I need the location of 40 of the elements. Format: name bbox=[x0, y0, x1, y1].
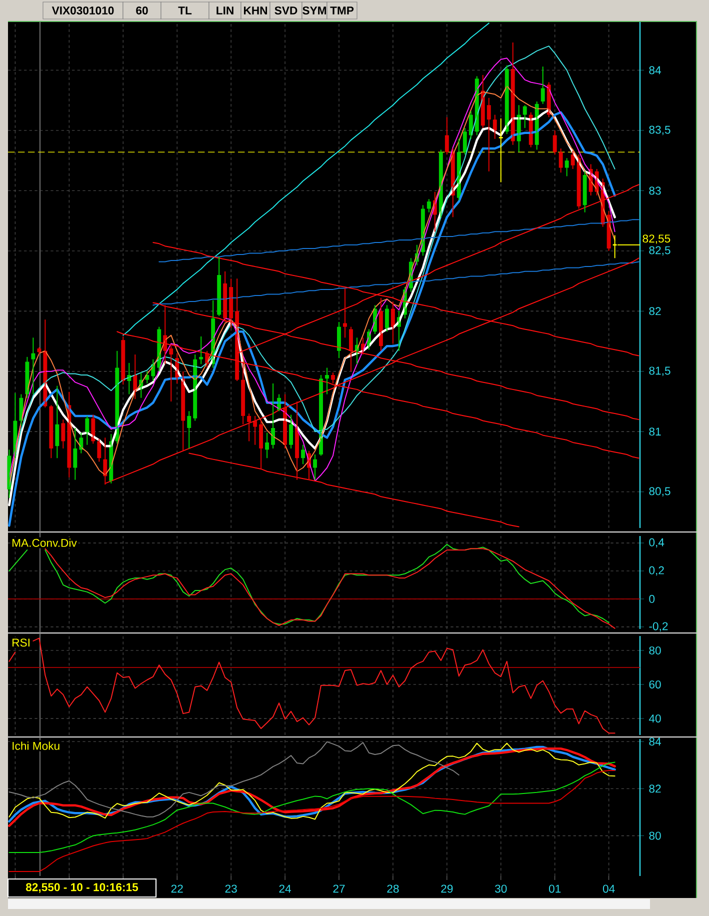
text: 82,55 bbox=[642, 234, 670, 244]
x-tick-label: 22 bbox=[171, 884, 183, 893]
text: KHN bbox=[244, 6, 268, 14]
text: SYM bbox=[302, 6, 326, 14]
text: 82,550 - 10 - 10:16:15 bbox=[26, 883, 138, 893]
y-tick-label: 84 bbox=[649, 738, 661, 746]
y-tick-label: 82 bbox=[649, 784, 661, 793]
y-tick-label: 0 bbox=[649, 594, 655, 603]
y-tick-label: 82 bbox=[649, 307, 661, 316]
text: SVD bbox=[274, 6, 298, 14]
y-tick-label: 81 bbox=[649, 428, 661, 436]
y-tick-label: 40 bbox=[648, 714, 661, 722]
x-tick-label: 27 bbox=[333, 884, 345, 893]
y-tick-label: 83 bbox=[649, 186, 661, 195]
text: TL bbox=[178, 6, 192, 14]
chart-title: VIX0301010 bbox=[52, 6, 114, 15]
y-tick-label: -0,2 bbox=[649, 622, 668, 632]
y-tick-label: 84 bbox=[649, 66, 661, 74]
text: LIN bbox=[216, 6, 234, 14]
x-tick-label: 04 bbox=[602, 884, 615, 893]
x-tick-label: 30 bbox=[495, 884, 507, 893]
y-tick-label: 81,5 bbox=[649, 366, 670, 376]
chart-title: MA.Conv.Div bbox=[12, 538, 77, 547]
text: 60 bbox=[136, 6, 148, 14]
x-tick-label: 01 bbox=[548, 884, 561, 893]
x-tick-label: 29 bbox=[441, 884, 453, 893]
y-tick-label: 0,2 bbox=[649, 566, 664, 576]
y-tick-label: 83,5 bbox=[649, 126, 670, 136]
chart-title: RSI bbox=[12, 638, 30, 647]
y-tick-label: 80 bbox=[649, 646, 661, 654]
y-tick-label: 80,5 bbox=[649, 487, 670, 497]
x-tick-label: 28 bbox=[387, 884, 399, 893]
y-tick-label: 60 bbox=[649, 680, 661, 688]
chart-title: Ichi Moku bbox=[12, 742, 60, 750]
x-tick-label: 24 bbox=[279, 884, 292, 893]
y-tick-label: 0,4 bbox=[649, 538, 664, 548]
y-tick-label: 80 bbox=[649, 832, 661, 840]
x-tick-label: 23 bbox=[225, 884, 237, 893]
y-tick-label: 82,5 bbox=[649, 246, 670, 256]
text: TMP bbox=[330, 6, 354, 14]
